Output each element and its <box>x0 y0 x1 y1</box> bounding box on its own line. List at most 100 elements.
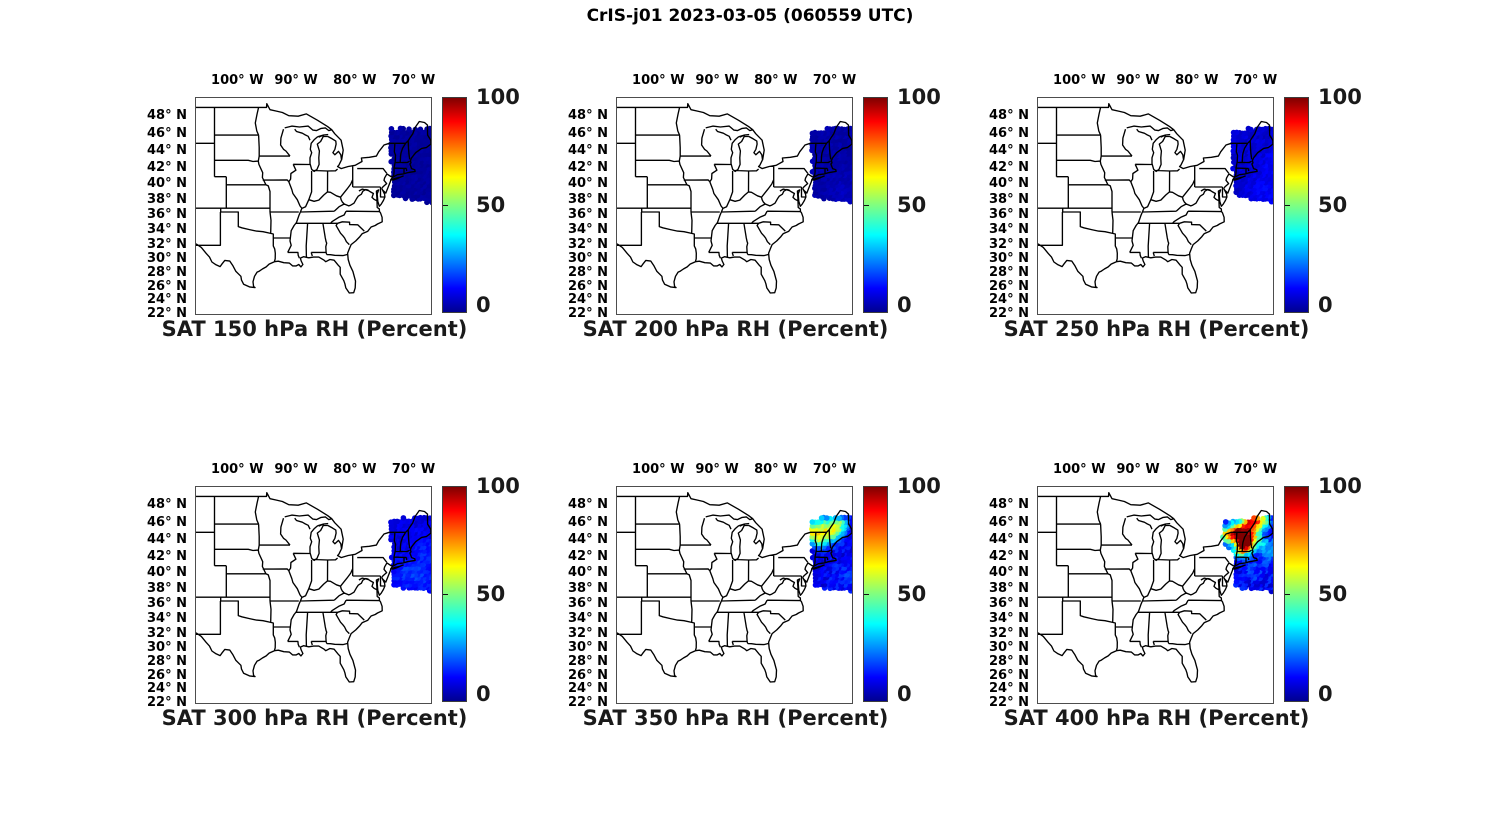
lat-tick-label: 34° N <box>568 222 608 238</box>
colorbar-tick-label: 100 <box>476 474 520 498</box>
lat-tick-label: 24° N <box>989 681 1029 697</box>
panel-title: SAT 250 hPa RH (Percent) <box>1003 317 1310 341</box>
lat-tick-label: 26° N <box>147 667 187 683</box>
lat-tick-label: 38° N <box>568 191 608 207</box>
lat-tick-label: 36° N <box>568 207 608 223</box>
lon-tick-label: 90° W <box>1116 462 1160 477</box>
us-state-borders <box>1038 492 1273 683</box>
map-plot <box>1037 97 1274 315</box>
colorbar-tick-label: 50 <box>897 193 927 217</box>
panel-sat-250hpa-rh: 100° W 90° W 80° W 70° W 48° N 46° N 44° N 42°… <box>972 57 1392 357</box>
lat-tick-label: 26° N <box>147 278 187 294</box>
colorbar-tick-label: 100 <box>476 85 520 109</box>
lat-tick-label: 40° N <box>147 565 187 581</box>
lat-tick-label: 28° N <box>989 654 1029 670</box>
lon-tick-label: 70° W <box>1233 462 1278 477</box>
lat-tick-label: 32° N <box>568 236 608 252</box>
colorbar-tick-label: 100 <box>897 85 941 109</box>
colorbar-tick-label: 0 <box>897 293 912 317</box>
lat-tick-label: 34° N <box>989 222 1029 238</box>
lat-tick-label: 46° N <box>989 515 1029 531</box>
lat-tick-label: 28° N <box>147 654 187 670</box>
lat-tick-label: 28° N <box>568 265 608 281</box>
lat-tick-label: 46° N <box>568 126 608 142</box>
colorbar <box>442 97 467 313</box>
us-state-borders <box>196 103 431 294</box>
colorbar-tick-label: 0 <box>897 682 912 706</box>
lat-tick-label: 22° N <box>568 694 608 710</box>
lon-tick-label: 100° W <box>632 73 685 88</box>
lat-tick-label: 30° N <box>568 640 608 656</box>
lon-tick-label: 80° W <box>1175 73 1219 88</box>
lat-tick-label: 28° N <box>568 654 608 670</box>
lat-tick-label: 32° N <box>147 625 187 641</box>
lon-tick-label: 70° W <box>391 73 436 88</box>
colorbar-tick-label: 0 <box>476 682 491 706</box>
colorbar-tick-label: 100 <box>897 474 941 498</box>
lat-tick-label: 30° N <box>989 640 1029 656</box>
lat-tick-label: 30° N <box>147 640 187 656</box>
lon-tick-label: 80° W <box>333 462 377 477</box>
lon-tick-label: 80° W <box>1175 462 1219 477</box>
colorbar-tick-label: 0 <box>1318 682 1333 706</box>
lat-tick-label: 22° N <box>147 305 187 321</box>
rh-scatter-swath <box>1220 514 1273 595</box>
figure-title: CrIS-j01 2023-03-05 (060559 UTC) <box>586 6 914 26</box>
lat-tick-label: 28° N <box>147 265 187 281</box>
rh-scatter-swath <box>809 125 852 205</box>
lat-tick-label: 46° N <box>147 126 187 142</box>
us-state-borders <box>196 492 431 683</box>
colorbar-tick-label: 0 <box>1318 293 1333 317</box>
colorbar-mid-tick <box>864 594 869 595</box>
lon-tick-label: 90° W <box>274 462 318 477</box>
lon-tick-label: 80° W <box>754 73 798 88</box>
lat-tick-label: 24° N <box>989 292 1029 308</box>
lat-tick-label: 40° N <box>568 565 608 581</box>
us-state-borders <box>617 492 852 683</box>
panel-sat-300hpa-rh: 100° W 90° W 80° W 70° W 48° N 46° N 44° N 42°… <box>130 446 550 746</box>
lon-tick-label: 100° W <box>632 462 685 477</box>
lat-tick-label: 48° N <box>568 108 608 124</box>
colorbar-tick-label: 50 <box>476 193 506 217</box>
lat-tick-label: 24° N <box>568 292 608 308</box>
lon-tick-label: 90° W <box>695 73 739 88</box>
lat-tick-label: 38° N <box>147 191 187 207</box>
lat-tick-label: 38° N <box>147 580 187 596</box>
lon-tick-label: 70° W <box>1233 73 1278 88</box>
lat-tick-label: 40° N <box>568 176 608 192</box>
colorbar-mid-tick <box>443 205 448 206</box>
panel-sat-150hpa-rh: 100° W 90° W 80° W 70° W 48° N 46° N 44° N 42°… <box>130 57 550 357</box>
lat-tick-label: 44° N <box>147 143 187 159</box>
lat-tick-label: 22° N <box>989 305 1029 321</box>
lat-tick-label: 26° N <box>989 278 1029 294</box>
lat-tick-label: 44° N <box>568 532 608 548</box>
lat-tick-label: 48° N <box>568 497 608 513</box>
lat-tick-label: 38° N <box>568 580 608 596</box>
lat-tick-label: 44° N <box>989 143 1029 159</box>
lat-tick-label: 22° N <box>147 694 187 710</box>
lat-tick-label: 34° N <box>147 611 187 627</box>
lat-tick-label: 44° N <box>147 532 187 548</box>
lon-tick-label: 100° W <box>1053 73 1106 88</box>
colorbar-mid-tick <box>1285 205 1290 206</box>
panel-title: SAT 400 hPa RH (Percent) <box>1003 706 1310 730</box>
lon-tick-label: 100° W <box>211 73 264 88</box>
lon-tick-label: 90° W <box>695 462 739 477</box>
lat-tick-label: 26° N <box>568 667 608 683</box>
lat-tick-label: 42° N <box>147 549 187 565</box>
lat-tick-label: 46° N <box>568 515 608 531</box>
lat-tick-label: 42° N <box>568 549 608 565</box>
lon-tick-label: 80° W <box>754 462 798 477</box>
colorbar-tick-label: 0 <box>476 293 491 317</box>
lat-tick-label: 32° N <box>989 625 1029 641</box>
lat-tick-label: 26° N <box>568 278 608 294</box>
lat-tick-label: 42° N <box>147 160 187 176</box>
lat-tick-label: 44° N <box>568 143 608 159</box>
colorbar-mid-tick <box>1285 594 1290 595</box>
colorbar-tick-label: 100 <box>1318 474 1362 498</box>
lat-tick-label: 36° N <box>568 596 608 612</box>
map-plot <box>1037 486 1274 704</box>
colorbar-mid-tick <box>443 594 448 595</box>
lon-tick-label: 90° W <box>274 73 318 88</box>
